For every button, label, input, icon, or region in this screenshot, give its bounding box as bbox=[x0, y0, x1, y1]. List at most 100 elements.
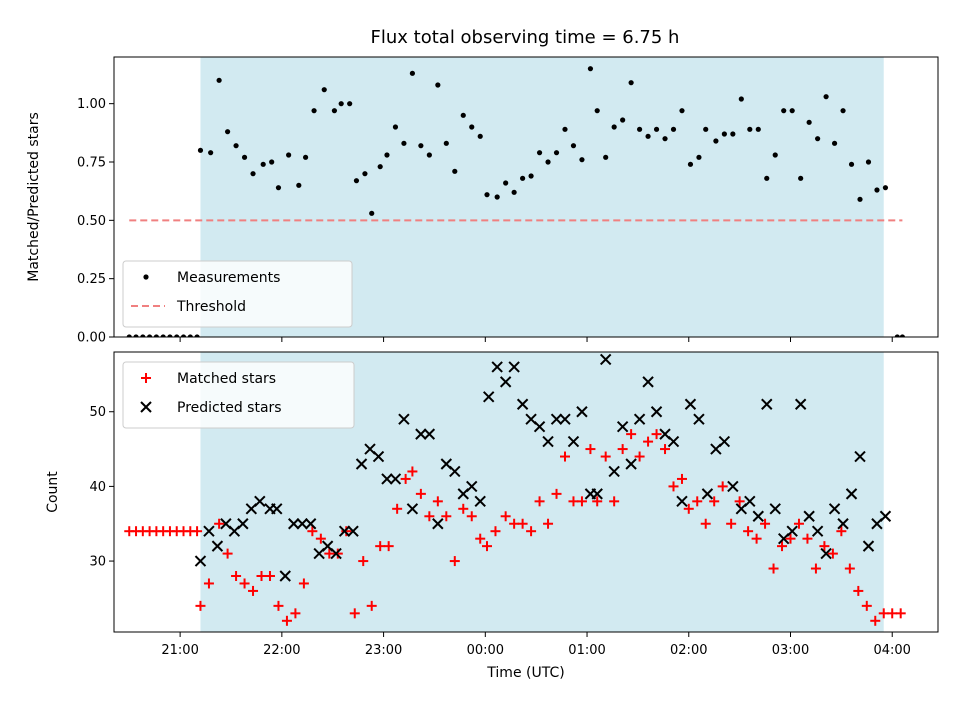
measurement-point bbox=[772, 152, 778, 158]
legend: Measurements Threshold bbox=[122, 260, 353, 328]
matched-star-point bbox=[683, 503, 694, 514]
matched-star-point bbox=[878, 608, 889, 619]
matched-star-point bbox=[559, 451, 570, 462]
predicted-star-point bbox=[576, 406, 588, 418]
measurement-point bbox=[730, 131, 736, 137]
predicted-star-point bbox=[879, 510, 892, 522]
predicted-star-point bbox=[701, 488, 714, 500]
matched-star-point bbox=[392, 503, 403, 514]
matched-star-point bbox=[692, 496, 703, 507]
measurement-point bbox=[520, 175, 526, 181]
predicted-star-point bbox=[482, 391, 495, 403]
measurement-point bbox=[670, 126, 677, 132]
predicted-star-point bbox=[862, 540, 875, 552]
matched-star-point bbox=[231, 571, 242, 581]
predicted-star-point bbox=[211, 540, 224, 552]
predicted-star-point bbox=[347, 525, 359, 537]
measurement-point bbox=[662, 136, 668, 142]
predicted-star-point bbox=[599, 353, 612, 366]
measurement-point bbox=[418, 143, 424, 149]
predicted-star-point bbox=[466, 480, 478, 493]
matched-star-point bbox=[214, 518, 225, 529]
matched-star-point bbox=[844, 563, 855, 574]
measurement-point bbox=[194, 334, 200, 337]
predicted-star-point bbox=[432, 518, 444, 530]
matched-star-point bbox=[273, 600, 284, 611]
x-tick-label: 01:00 bbox=[568, 643, 605, 658]
predicted-star-point bbox=[559, 413, 571, 425]
measurement-point bbox=[140, 334, 146, 337]
measurement-point bbox=[452, 168, 458, 174]
measurement-point bbox=[738, 96, 744, 102]
measurement-point bbox=[377, 164, 383, 170]
legend-marker-measurements bbox=[143, 274, 149, 280]
axes-frame bbox=[113, 351, 939, 633]
y-tick-label: 1.00 bbox=[77, 97, 106, 112]
matched-star-point bbox=[383, 541, 394, 552]
matched-star-point bbox=[870, 615, 881, 626]
matched-star-point bbox=[534, 496, 545, 507]
matched-star-point bbox=[802, 533, 813, 544]
predicted-star-point bbox=[845, 488, 858, 500]
matched-star-point bbox=[734, 496, 745, 507]
matched-star-point bbox=[760, 518, 771, 529]
matched-star-point bbox=[475, 533, 486, 544]
predicted-star-point bbox=[533, 420, 546, 433]
measurement-point bbox=[347, 101, 353, 107]
measurement-point bbox=[208, 150, 214, 156]
measurement-point bbox=[848, 161, 855, 167]
measurement-point bbox=[469, 124, 475, 130]
predicted-star-point bbox=[625, 458, 637, 470]
plot-area bbox=[124, 353, 906, 626]
predicted-star-point bbox=[676, 495, 688, 508]
measurement-point bbox=[587, 66, 594, 72]
measurement-point bbox=[275, 185, 282, 191]
matched-star-point bbox=[195, 600, 206, 611]
measurement-point bbox=[153, 334, 159, 337]
axes-frame bbox=[113, 56, 939, 338]
matched-star-point bbox=[482, 541, 493, 552]
measurement-point bbox=[250, 171, 256, 177]
matched-star-point bbox=[366, 600, 377, 611]
predicted-star-point bbox=[271, 503, 283, 515]
predicted-star-point bbox=[194, 555, 207, 567]
measurement-point bbox=[899, 334, 905, 337]
matched-star-point bbox=[592, 496, 603, 507]
measurement-point bbox=[823, 94, 829, 100]
legend-marker-matched bbox=[141, 373, 151, 383]
measurement-point bbox=[338, 101, 344, 107]
predicted-star-point bbox=[752, 510, 764, 522]
predicted-star-point bbox=[854, 450, 866, 463]
matched-star-point bbox=[827, 548, 838, 559]
measurement-point bbox=[477, 133, 483, 139]
matched-star-point bbox=[203, 578, 214, 589]
matched-star-point bbox=[793, 518, 804, 529]
predicted-star-point bbox=[423, 428, 436, 440]
legend-label: Predicted stars bbox=[177, 400, 282, 416]
measurement-point bbox=[180, 334, 187, 337]
matched-star-point bbox=[222, 548, 233, 559]
matched-star-point bbox=[668, 481, 679, 492]
predicted-star-point bbox=[254, 495, 266, 508]
matched-star-point bbox=[407, 466, 418, 477]
x-tick-label: 00:00 bbox=[467, 643, 504, 658]
measurement-point bbox=[579, 157, 585, 163]
measurement-point bbox=[687, 161, 694, 167]
matched-star-point bbox=[458, 503, 469, 514]
matched-star-point bbox=[660, 444, 671, 455]
matched-star-point bbox=[887, 608, 898, 619]
panel-top: 0.00 0.25 0.50 0.75 1.00 Matched/Predicted st… bbox=[26, 56, 939, 346]
matched-star-point bbox=[315, 533, 326, 544]
predicted-star-point bbox=[616, 420, 629, 433]
measurement-point bbox=[545, 159, 551, 165]
matched-star-point bbox=[853, 585, 864, 596]
matched-star-point bbox=[768, 563, 779, 574]
y-axis-label: Count bbox=[45, 471, 61, 513]
measurement-point bbox=[426, 152, 432, 158]
measurement-point bbox=[233, 143, 239, 149]
measurement-point bbox=[384, 152, 390, 158]
measurement-point bbox=[696, 154, 702, 160]
matched-star-point bbox=[281, 615, 292, 626]
predicted-star-point bbox=[372, 450, 385, 463]
measurement-point bbox=[133, 334, 139, 337]
